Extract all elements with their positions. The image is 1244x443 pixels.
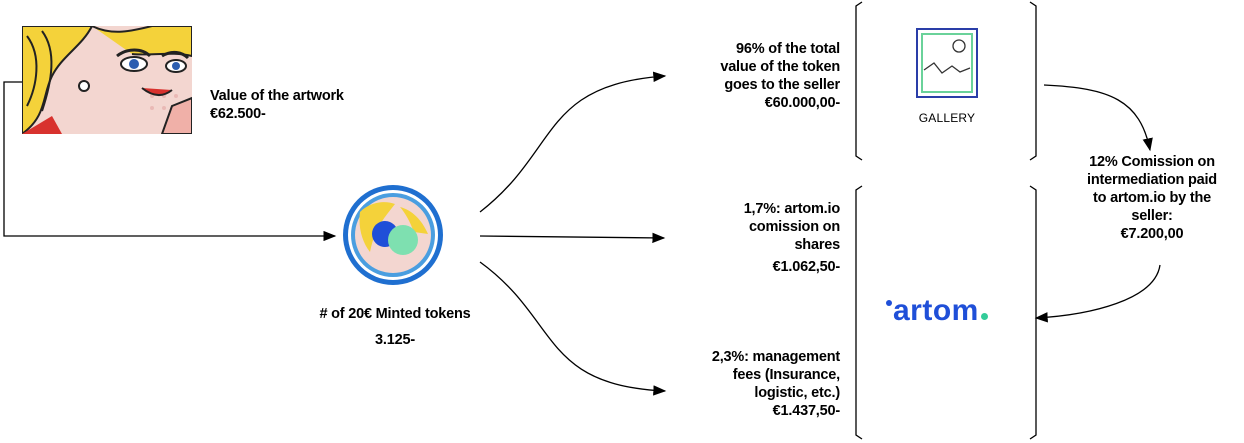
token-to-commission-arrow	[479, 232, 666, 244]
tokens-label: # of 20€ Minted tokens	[319, 306, 471, 322]
seller-share: 96% of the total value of the token goes…	[650, 40, 840, 112]
tokens-info: # of 20€ Minted tokens 3.125-	[300, 305, 490, 349]
intermediation-line-1: 12% Comission on	[1089, 154, 1215, 170]
intermediation-line-4: seller:	[1131, 208, 1173, 224]
intermediation-commission: 12% Comission on intermediation paid to …	[1064, 153, 1240, 243]
token-icon	[343, 185, 443, 285]
gallery-to-intermediation-arrow	[1043, 84, 1153, 152]
tokens-count: 3.125-	[375, 332, 415, 348]
management-fees-line-1: 2,3%: management	[711, 349, 840, 365]
management-fees-line-2: fees (Insurance,	[732, 367, 840, 383]
management-fees: 2,3%: management fees (Insurance, logist…	[650, 348, 840, 420]
artom-commission: 1,7%: artom.io comission on shares €1.06…	[650, 200, 841, 276]
artwork-value-amount: €62.500-	[210, 106, 266, 122]
artom-bracket	[855, 185, 1037, 440]
artwork-value: Value of the artwork €62.500-	[210, 87, 344, 123]
gallery-picture	[916, 28, 978, 98]
logo-leading-dot-icon	[886, 300, 892, 306]
landscape-picture-icon	[916, 28, 978, 98]
token-circle	[340, 182, 446, 288]
artwork-to-token-arrow	[3, 81, 337, 242]
artwork-image	[21, 25, 193, 136]
intermediation-line-3: to artom.io by the	[1092, 190, 1212, 206]
seller-share-line-3: goes to the seller	[724, 77, 840, 93]
logo-trailing-dot-icon	[980, 313, 988, 320]
seller-share-amount: €60.000,00-	[764, 95, 840, 111]
gallery-bracket	[855, 1, 1037, 161]
intermediation-amount: €7.200,00	[1120, 226, 1184, 242]
token-to-seller-arrow	[479, 71, 667, 213]
seller-share-line-2: value of the token	[720, 59, 840, 75]
artom-commission-amount: €1.062,50-	[772, 259, 841, 275]
artwork-value-title: Value of the artwork	[210, 88, 344, 104]
artom-logo: artom	[886, 294, 1026, 328]
artom-commission-line-1: 1,7%: artom.io	[743, 201, 841, 217]
seller-share-line-1: 96% of the total	[736, 41, 840, 57]
management-fees-amount: €1.437,50-	[772, 403, 841, 419]
gallery-label: GALLERY	[918, 111, 976, 125]
artom-commission-line-2: comission on	[748, 219, 840, 235]
logo-text: artom	[893, 294, 979, 327]
pop-art-portrait-icon	[21, 25, 193, 136]
management-fees-line-3: logistic, etc.)	[754, 385, 840, 401]
intermediation-line-2: intermediation paid	[1087, 172, 1217, 188]
token-to-fees-arrow	[479, 261, 667, 396]
intermediation-to-artom-arrow	[1034, 264, 1161, 323]
artom-commission-line-3: shares	[794, 237, 840, 253]
